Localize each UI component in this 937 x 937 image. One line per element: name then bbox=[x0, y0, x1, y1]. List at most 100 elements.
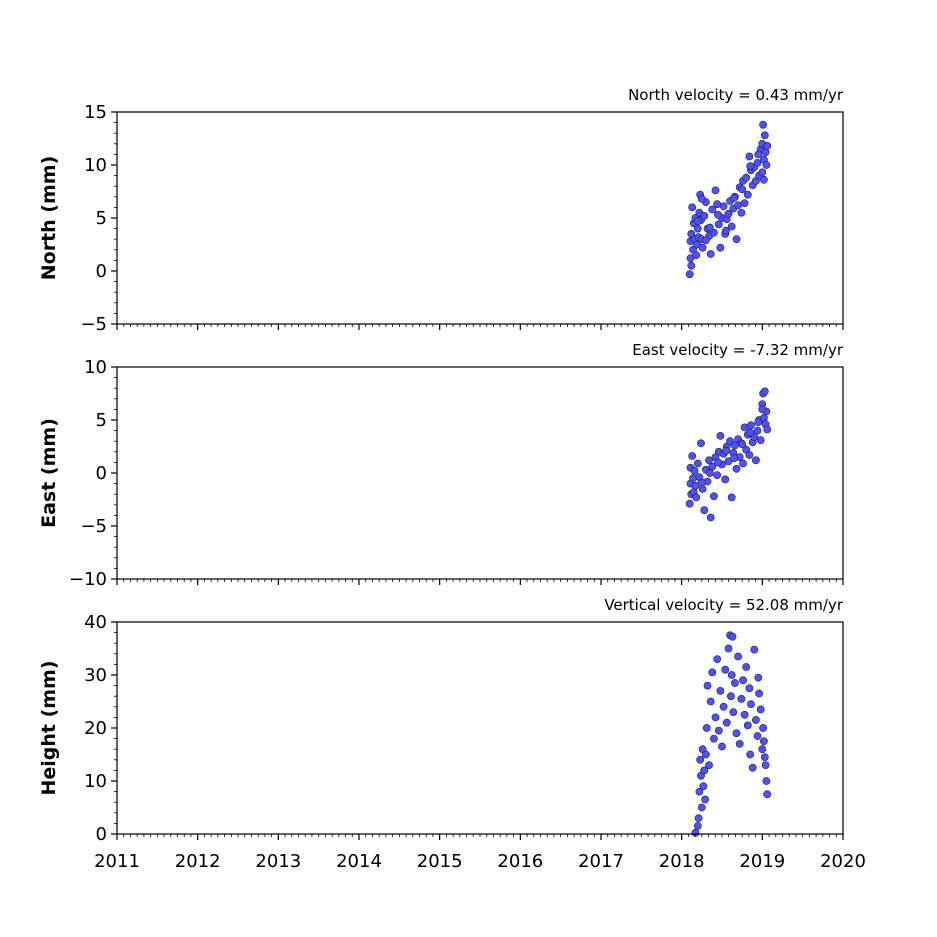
height-x-tick-label: 2013 bbox=[255, 851, 301, 872]
east-y-tick-label: 10 bbox=[84, 357, 107, 378]
height-data-point bbox=[714, 726, 723, 735]
east-data-point bbox=[689, 474, 697, 483]
north-y-tick-label: −5 bbox=[80, 314, 107, 335]
north-data-point bbox=[734, 201, 742, 210]
north-data-point bbox=[737, 208, 746, 217]
north-data-point bbox=[716, 243, 725, 252]
north-y-tick-label: 0 bbox=[96, 261, 107, 282]
height-data-point bbox=[747, 700, 755, 708]
north-data-point bbox=[706, 223, 714, 232]
height-data-point bbox=[734, 652, 742, 661]
height-data-point bbox=[763, 790, 772, 799]
height-x-tick-label: 2012 bbox=[175, 851, 221, 872]
height-data-point bbox=[716, 687, 725, 695]
height-data-point bbox=[702, 724, 711, 732]
height-data-point bbox=[718, 742, 726, 751]
east-data-point bbox=[700, 506, 709, 514]
east-data-point bbox=[721, 475, 730, 484]
east-data-point bbox=[760, 387, 769, 396]
north-data-point bbox=[692, 251, 701, 259]
east-data-point bbox=[698, 484, 707, 493]
north-data-point bbox=[685, 270, 694, 279]
height-data-point bbox=[728, 632, 737, 641]
height-x-tick-label: 2014 bbox=[336, 851, 382, 872]
east-panel: −10 −5 0 5 10 East velocity = -7.32 mm/yr East… bbox=[38, 341, 844, 590]
height-data-point bbox=[758, 745, 767, 754]
height-x-tick-label: 2011 bbox=[94, 851, 140, 872]
height-data-point bbox=[696, 755, 705, 764]
height-data-point bbox=[695, 787, 704, 796]
height-data-point bbox=[711, 713, 720, 722]
height-x-tick-label: 2018 bbox=[659, 851, 705, 872]
east-data-point bbox=[706, 513, 715, 522]
north-data-point bbox=[727, 222, 736, 231]
north-y-tick-label: 10 bbox=[84, 155, 107, 176]
height-data-point bbox=[706, 697, 715, 706]
east-data-point bbox=[740, 423, 749, 432]
east-y-tick-label: 5 bbox=[96, 410, 107, 431]
north-data-point bbox=[698, 243, 707, 252]
height-y-tick-label: 20 bbox=[84, 718, 107, 739]
height-data-point bbox=[750, 645, 759, 654]
north-data-point bbox=[710, 228, 718, 237]
height-data-point bbox=[701, 795, 709, 804]
height-data-point bbox=[732, 729, 741, 738]
east-data-point bbox=[763, 425, 772, 434]
north-data-point bbox=[724, 209, 733, 218]
north-data-point bbox=[753, 158, 762, 167]
height-points bbox=[691, 631, 772, 837]
height-data-point bbox=[739, 676, 747, 685]
height-data-point bbox=[755, 689, 763, 698]
north-data-point bbox=[713, 200, 722, 209]
north-data-point bbox=[697, 194, 706, 203]
height-data-point bbox=[724, 644, 733, 653]
north-data-point bbox=[740, 199, 749, 208]
height-data-point bbox=[753, 732, 762, 740]
height-x-tick-label: 2019 bbox=[739, 851, 785, 872]
east-data-point bbox=[705, 456, 713, 465]
height-data-point bbox=[702, 750, 710, 759]
height-data-point bbox=[762, 777, 771, 785]
north-data-point bbox=[687, 261, 696, 270]
height-data-point bbox=[760, 737, 768, 746]
east-data-point bbox=[739, 459, 747, 468]
height-x-tick-label: 2017 bbox=[578, 851, 624, 872]
north-data-point bbox=[693, 224, 702, 233]
height-data-point bbox=[752, 716, 760, 724]
east-data-point bbox=[710, 492, 718, 501]
east-y-axis-label: East (mm) bbox=[38, 418, 60, 528]
height-data-point bbox=[745, 684, 754, 693]
north-data-point bbox=[711, 186, 720, 195]
height-data-point bbox=[710, 734, 718, 743]
height-x-tick-label: 2015 bbox=[417, 851, 463, 872]
east-data-point bbox=[693, 459, 702, 468]
height-y-tick-label: 30 bbox=[84, 665, 107, 686]
north-data-point bbox=[714, 210, 722, 219]
north-y-tick-label: 5 bbox=[96, 208, 107, 229]
north-data-point bbox=[746, 162, 755, 170]
north-panel: −5 0 5 10 15 North velocity = 0.43 mm/yr North… bbox=[38, 86, 844, 335]
height-data-point bbox=[727, 671, 736, 679]
north-data-point bbox=[754, 150, 763, 159]
height-data-point bbox=[759, 724, 767, 732]
north-data-point bbox=[763, 141, 772, 150]
east-data-point bbox=[727, 493, 736, 502]
height-data-point bbox=[743, 721, 752, 730]
north-data-point bbox=[700, 211, 709, 220]
height-y-tick-label: 10 bbox=[84, 771, 107, 792]
east-data-point bbox=[745, 451, 754, 459]
east-data-point bbox=[722, 446, 730, 455]
east-y-tick-label: −5 bbox=[80, 516, 107, 537]
height-data-point bbox=[722, 718, 731, 727]
north-data-point bbox=[762, 161, 771, 169]
north-data-point bbox=[738, 185, 747, 194]
east-data-point bbox=[697, 439, 705, 448]
north-data-point bbox=[702, 236, 710, 245]
north-data-point bbox=[722, 226, 730, 235]
east-data-point bbox=[697, 478, 706, 487]
height-data-point bbox=[761, 761, 770, 769]
east-data-point bbox=[690, 466, 699, 475]
height-velocity-title: Vertical velocity = 52.08 mm/yr bbox=[604, 596, 844, 614]
east-data-point bbox=[758, 405, 767, 414]
north-y-axis-label: North (mm) bbox=[38, 156, 60, 281]
